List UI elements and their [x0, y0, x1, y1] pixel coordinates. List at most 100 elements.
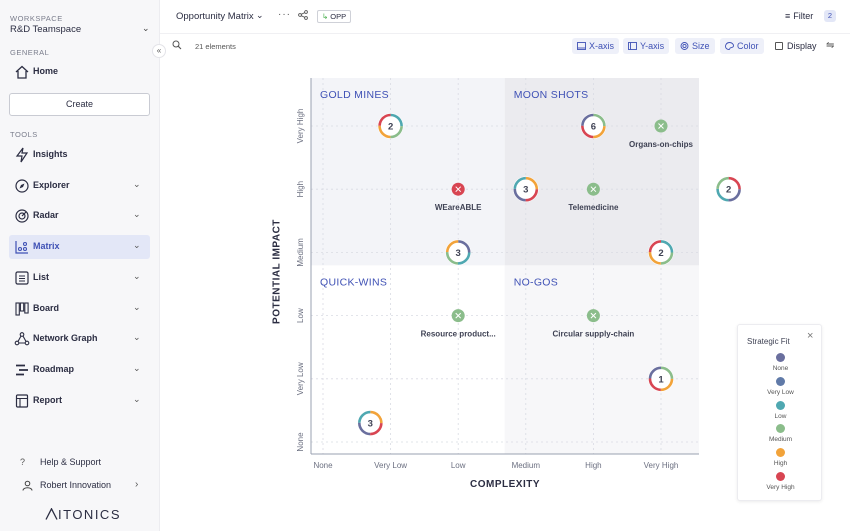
sidebar-item-label: Roadmap: [33, 363, 75, 374]
x-tick-label: None: [313, 461, 333, 470]
help-support-label: Help & Support: [40, 457, 102, 467]
legend-item: Very Low: [738, 376, 823, 399]
cluster-ring-segment: [581, 113, 606, 139]
y-axis-button[interactable]: Y-axis: [623, 38, 670, 54]
sidebar-item-radar[interactable]: Radar ⌄: [9, 204, 150, 228]
sidebar-item-explorer[interactable]: Explorer ⌄: [9, 174, 150, 198]
chevron-down-icon[interactable]: ⌄: [133, 301, 141, 312]
filter-button[interactable]: ≡ Filter: [785, 11, 813, 21]
chevron-down-icon[interactable]: ⌄: [133, 362, 141, 373]
collapse-sidebar-button[interactable]: «: [152, 44, 166, 58]
x-tick-label: Very Low: [374, 461, 407, 470]
legend-label: Medium: [768, 436, 793, 444]
x-tick-label: High: [585, 461, 601, 470]
chevron-down-icon[interactable]: ⌄: [256, 10, 264, 20]
top-bar: Opportunity Matrix ⌄ ··· ↳ OPP ≡ Filter 2: [160, 0, 850, 34]
item-dot: [451, 309, 465, 323]
y-axis-icon: [628, 42, 637, 50]
display-icon: [775, 42, 783, 50]
chevron-down-icon[interactable]: ⌄: [133, 209, 141, 220]
cluster-ring-segment: [378, 113, 403, 139]
compass-icon: [15, 179, 29, 193]
sidebar-item-board[interactable]: Board ⌄: [9, 297, 150, 321]
cluster-ring-segment: [648, 366, 674, 392]
y-tick-label: High: [296, 181, 305, 197]
x-tick-label: Medium: [512, 461, 541, 470]
chevron-down-icon[interactable]: ⌄: [133, 393, 141, 404]
cluster-ring-segment: [716, 176, 741, 202]
sidebar-item-list[interactable]: List ⌄: [9, 266, 150, 290]
size-button[interactable]: Size: [675, 38, 715, 54]
share-icon[interactable]: [298, 10, 308, 20]
chevron-down-icon[interactable]: ⌄: [133, 332, 141, 343]
cluster-ring-segment: [716, 176, 741, 202]
item-label: Organs-on-chips: [629, 140, 694, 149]
cluster-ring-segment: [445, 240, 471, 265]
y-tick-label: Very Low: [296, 362, 305, 395]
x-axis-icon: [577, 42, 586, 50]
x-axis-button[interactable]: X-axis: [572, 38, 620, 54]
chevron-down-icon[interactable]: ⌄: [133, 270, 141, 281]
y-tick-label: None: [296, 432, 305, 452]
chevron-down-icon[interactable]: ⌄: [142, 23, 150, 33]
legend-label: High: [773, 460, 788, 468]
legend-label: Very Low: [767, 388, 794, 396]
opp-tag: ↳ OPP: [317, 10, 352, 23]
quadrant-title: GOLD MINES: [320, 89, 389, 101]
legend-item: High: [738, 448, 823, 470]
sidebar-item-matrix[interactable]: Matrix ⌄: [9, 235, 150, 260]
cluster-bg: [513, 176, 539, 202]
chevron-down-icon[interactable]: ⌄: [133, 240, 141, 251]
x-tick-label: Low: [451, 461, 466, 470]
quadrant-title: MOON SHOTS: [514, 89, 589, 101]
close-icon[interactable]: ×: [807, 330, 814, 342]
opportunity-icon: [658, 123, 664, 129]
sidebar-item-network-graph[interactable]: Network Graph ⌄: [9, 327, 150, 351]
sidebar-item-home[interactable]: Home: [9, 60, 150, 84]
item-label: Circular supply-chain: [553, 330, 635, 339]
palette-icon: [725, 42, 734, 50]
help-support-link[interactable]: ? Help & Support: [20, 457, 102, 467]
cluster-ring-segment: [378, 113, 403, 139]
general-label: GENERAL: [10, 48, 50, 57]
legend-swatch: [776, 376, 785, 386]
opportunity-icon: [455, 312, 462, 319]
cluster-ring-segment: [648, 240, 674, 265]
user-menu[interactable]: Robert Innovation ›: [18, 479, 146, 493]
sidebar-item-insights[interactable]: Insights: [9, 143, 150, 167]
filter-count-badge: 2: [824, 10, 836, 22]
color-button[interactable]: Color: [720, 38, 764, 54]
cluster-bg: [648, 366, 674, 392]
sidebar-item-label: Insights: [33, 149, 68, 159]
chevron-right-icon: ›: [135, 479, 139, 490]
y-tick-label: Low: [296, 308, 305, 323]
search-icon[interactable]: [172, 40, 182, 50]
cluster-ring-segment: [378, 113, 403, 139]
more-options-icon[interactable]: ···: [278, 9, 291, 20]
item-dot: [586, 182, 600, 196]
create-button[interactable]: Create: [9, 93, 150, 116]
cluster-bg: [357, 410, 384, 436]
sidebar-item-roadmap[interactable]: Roadmap ⌄: [9, 358, 150, 382]
chevron-down-icon[interactable]: ⌄: [133, 178, 141, 189]
cluster-count: 2: [726, 185, 731, 196]
page-title[interactable]: Opportunity Matrix: [176, 11, 254, 22]
sidebar-item-label: Home: [33, 66, 59, 76]
list-icon: [15, 271, 29, 285]
filter-icon: ≡: [785, 11, 791, 21]
item-dot: [586, 309, 600, 323]
quadrant-bg-gold-mines: [311, 78, 505, 266]
workspace-name[interactable]: R&D Teamspace: [10, 24, 82, 35]
strategic-fit-legend: Strategic Fit × None Very Low Low Medium Hig…: [737, 324, 822, 501]
cluster-count: 2: [658, 248, 663, 259]
display-button[interactable]: Display: [775, 41, 817, 51]
legend-label: Very High: [766, 484, 795, 491]
sidebar-item-report[interactable]: Report ⌄: [9, 389, 150, 413]
settings-sliders-icon[interactable]: ⇋: [826, 40, 835, 51]
quadrant-bg-quick-wins: [311, 265, 505, 454]
cluster-ring-segment: [358, 410, 383, 436]
legend-item: Medium: [738, 424, 823, 446]
x-axis-title: COMPLEXITY: [470, 479, 541, 490]
quadrant-title: NO-GOS: [514, 276, 558, 288]
sidebar-item-label: Board: [33, 302, 60, 313]
